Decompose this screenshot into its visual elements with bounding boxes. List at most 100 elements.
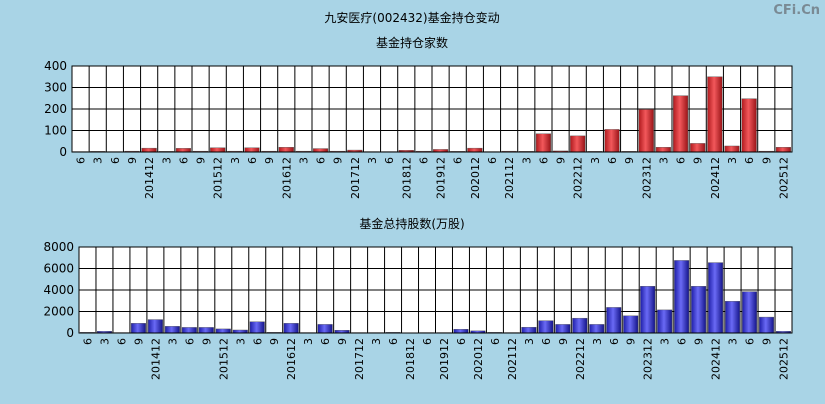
chart-1-bar (605, 129, 620, 152)
chart-2-x-tick-label: 201712 (353, 338, 366, 380)
chart-2-x-tick-label: 3 (659, 338, 672, 345)
chart-1-x-tick-label: 6 (315, 157, 328, 164)
chart-1-x-tick-label: 9 (195, 157, 208, 164)
chart-2-bar (606, 307, 621, 333)
chart-1-x-tick-label: 6 (675, 157, 688, 164)
chart-2-bar (284, 323, 299, 333)
chart-2-bar (454, 329, 469, 333)
chart-1-x-tick-label: 9 (760, 157, 773, 164)
chart-1-y-tick-label: 300 (44, 81, 67, 95)
chart-2-bar (216, 329, 231, 333)
chart-2-x-tick-label: 6 (251, 338, 264, 345)
chart-1-x-tick-label: 9 (692, 157, 705, 164)
chart-1-x-tick-label: 6 (109, 157, 122, 164)
chart-2-x-tick-label: 202212 (574, 338, 587, 380)
chart-1-x-tick-label: 3 (297, 157, 310, 164)
chart-1-x-tick-label: 6 (606, 157, 619, 164)
chart-2-y-tick-label: 2000 (43, 305, 74, 319)
chart-2-x-tick-label: 3 (98, 338, 111, 345)
chart-1-y-tick-label: 200 (44, 102, 67, 116)
chart-2-bar (691, 286, 706, 333)
chart-2-bar (657, 310, 672, 333)
chart-2-x-tick-label: 201912 (438, 338, 451, 380)
chart-1-y-tick-label: 400 (44, 59, 67, 73)
chart-1-x-tick-label: 9 (332, 157, 345, 164)
chart-2-x-tick-label: 9 (132, 338, 145, 345)
watermark: CFi.Cn (773, 3, 820, 18)
chart-2-x-tick-label: 9 (761, 338, 774, 345)
chart-1-x-tick-label: 3 (726, 157, 739, 164)
chart-2-bar (165, 326, 180, 333)
chart-2-x-tick-label: 6 (540, 338, 553, 345)
chart-2-y-tick-label: 6000 (43, 262, 74, 276)
chart-2-x-tick-label: 3 (234, 338, 247, 345)
chart-2-y-tick-label: 0 (66, 326, 74, 340)
chart-2-x-tick-label: 3 (370, 338, 383, 345)
chart-2-bar (674, 260, 689, 333)
chart-1-bar (742, 99, 757, 152)
chart-1-bar (639, 109, 654, 152)
chart-1-bar (707, 77, 722, 152)
chart-1-x-tick-label: 6 (75, 157, 88, 164)
chart-2-x-tick-label: 6 (489, 338, 502, 345)
chart-1-x-tick-label: 6 (537, 157, 550, 164)
chart-2-bar (131, 323, 146, 333)
chart-1-x-tick-label: 3 (520, 157, 533, 164)
chart-1-x-tick-label: 3 (657, 157, 670, 164)
chart-1-x-tick-label: 201412 (143, 157, 156, 199)
chart-1-bar (142, 148, 157, 152)
chart-1-bar (673, 96, 688, 152)
chart-2-bar (250, 322, 265, 333)
chart-2-y-tick-label: 4000 (43, 283, 74, 297)
chart-2-x-tick-label: 9 (625, 338, 638, 345)
chart-2-x-tick-label: 3 (302, 338, 315, 345)
chart-2-x-tick-label: 6 (81, 338, 94, 345)
chart-1-bar (279, 147, 294, 152)
chart-1-bar (245, 148, 260, 152)
chart-1-x-tick-label: 6 (246, 157, 259, 164)
chart-2-x-tick-label: 9 (336, 338, 349, 345)
chart-2-bar (199, 327, 214, 333)
chart-1-x-tick-label: 6 (177, 157, 190, 164)
chart-1-x-tick-label: 202012 (469, 157, 482, 199)
chart-2-bar (572, 318, 587, 333)
chart-1-x-tick-label: 9 (263, 157, 276, 164)
chart-2-x-tick-label: 9 (557, 338, 570, 345)
chart-1-title: 基金持仓家数 (376, 35, 448, 50)
chart-1-bar (313, 149, 328, 152)
chart-2-x-tick-label: 6 (387, 338, 400, 345)
chart-1-x-tick-label: 202212 (572, 157, 585, 199)
chart-2-bar (759, 317, 774, 333)
chart-2-x-tick-label: 6 (183, 338, 196, 345)
chart-2-x-tick-label: 9 (693, 338, 706, 345)
chart-2-x-tick-label: 6 (744, 338, 757, 345)
chart-1-x-tick-label: 202112 (503, 157, 516, 199)
chart-1-x-tick-label: 6 (486, 157, 499, 164)
chart-2-x-tick-label: 202112 (506, 338, 519, 380)
chart-1-x-tick-label: 9 (126, 157, 139, 164)
page-title: 九安医疗(002432)基金持仓变动 (324, 10, 499, 25)
chart-2-x-tick-label: 202412 (710, 338, 723, 380)
chart-2-x-tick-label: 202012 (472, 338, 485, 380)
chart-1-x-tick-label: 6 (383, 157, 396, 164)
chart-2-x-tick-label: 3 (166, 338, 179, 345)
chart-1-x-tick-label: 202512 (777, 157, 790, 199)
chart-2-bar (556, 324, 571, 333)
chart-2-bar (148, 320, 163, 333)
chart-1-x-tick-label: 3 (160, 157, 173, 164)
chart-2-x-tick-label: 6 (676, 338, 689, 345)
chart-1-x-tick-label: 9 (623, 157, 636, 164)
chart-1-x-tick-label: 3 (229, 157, 242, 164)
chart-1-x-tick-label: 6 (743, 157, 756, 164)
chart-1-bar (176, 148, 191, 152)
chart-1-bar (210, 148, 225, 152)
chart-2-x-tick-label: 202312 (642, 338, 655, 380)
chart-1-bar (656, 147, 671, 152)
chart-1-x-tick-label: 3 (589, 157, 602, 164)
chart-2-x-tick-label: 201512 (217, 338, 230, 380)
chart-1-bar (690, 143, 705, 152)
chart-2-bar (318, 324, 333, 333)
chart-2-x-tick-label: 9 (200, 338, 213, 345)
